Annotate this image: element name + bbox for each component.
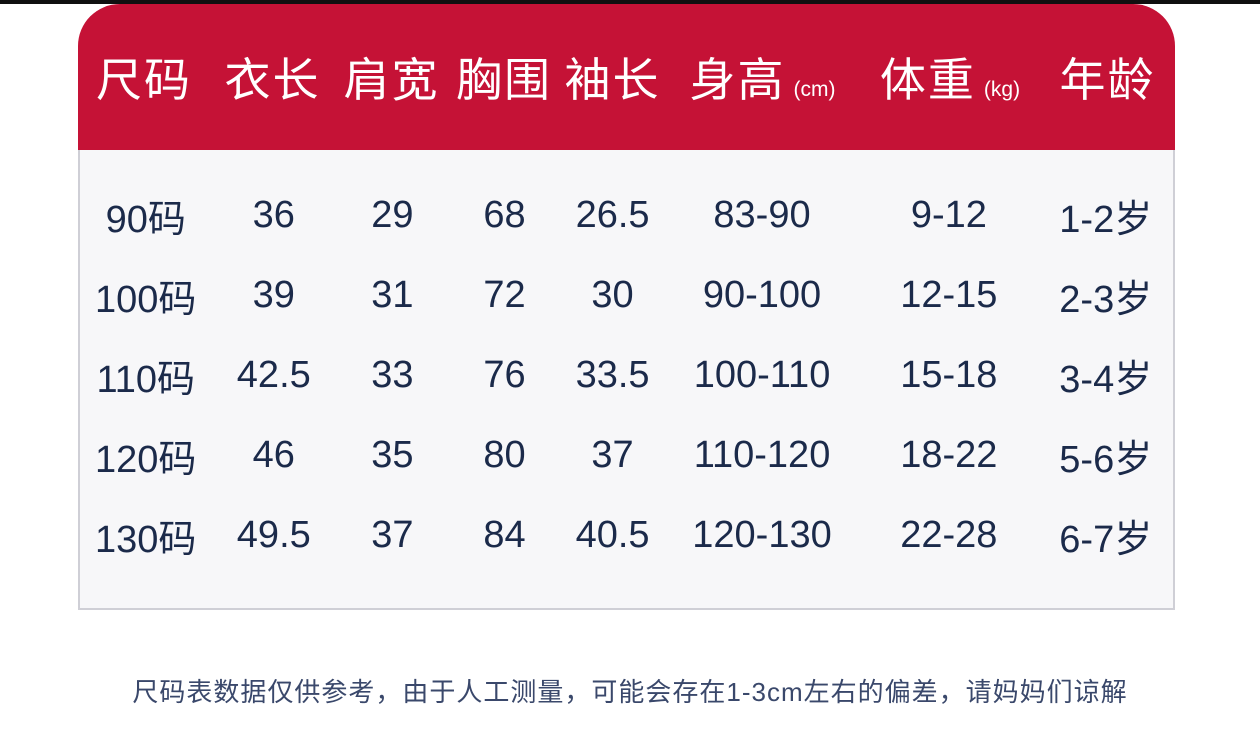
column-header-garment-length: 衣长 bbox=[210, 44, 335, 110]
cell-chest: 76 bbox=[483, 353, 526, 396]
column-header-age: 年龄 bbox=[1040, 44, 1175, 110]
cell-sleeve-length: 33.5 bbox=[575, 353, 650, 396]
table-row: 130码 49.5 37 84 40.5 120-130 22-28 6-7岁 bbox=[80, 495, 1173, 575]
cell-shoulder-width: 31 bbox=[371, 273, 414, 316]
unit-label: (kg) bbox=[983, 78, 1021, 101]
cell-height: 83-90 bbox=[713, 193, 811, 236]
cell-height: 100-110 bbox=[693, 353, 831, 396]
top-divider bbox=[0, 0, 1260, 4]
cell-height: 90-100 bbox=[702, 273, 822, 316]
cell-age: 1-2岁 bbox=[1059, 198, 1153, 241]
table-row: 110码 42.5 33 76 33.5 100-110 15-18 3-4岁 bbox=[80, 335, 1173, 415]
column-header-label: 身高 bbox=[689, 54, 786, 106]
cell-garment-length: 42.5 bbox=[236, 353, 311, 396]
column-header-weight: 体重 (kg) bbox=[860, 44, 1040, 110]
cell-chest: 72 bbox=[483, 273, 526, 316]
cell-sleeve-length: 30 bbox=[591, 273, 634, 316]
column-header-shoulder-width: 肩宽 bbox=[335, 44, 448, 110]
cell-size: 110码 bbox=[96, 358, 196, 401]
cell-garment-length: 36 bbox=[252, 193, 295, 236]
cell-size: 130码 bbox=[95, 518, 197, 561]
cell-garment-length: 46 bbox=[252, 433, 295, 476]
cell-shoulder-width: 35 bbox=[371, 433, 414, 476]
disclaimer-note: 尺码表数据仅供参考，由于人工测量，可能会存在1-3cm左右的偏差，请妈妈们谅解 bbox=[132, 677, 1128, 707]
cell-age: 6-7岁 bbox=[1059, 518, 1153, 561]
table-row: 90码 36 29 68 26.5 83-90 9-12 1-2岁 bbox=[80, 175, 1173, 255]
cell-height: 110-120 bbox=[693, 433, 831, 476]
column-header-height: 身高 (cm) bbox=[665, 44, 860, 110]
cell-size: 90码 bbox=[105, 198, 186, 241]
table-row: 120码 46 35 80 37 110-120 18-22 5-6岁 bbox=[80, 415, 1173, 495]
cell-age: 5-6岁 bbox=[1059, 438, 1153, 481]
cell-weight: 12-15 bbox=[900, 273, 998, 316]
cell-height: 120-130 bbox=[692, 513, 832, 556]
cell-shoulder-width: 33 bbox=[371, 353, 414, 396]
cell-sleeve-length: 37 bbox=[591, 433, 634, 476]
column-header-label: 尺码 bbox=[95, 54, 192, 106]
table-row: 100码 39 31 72 30 90-100 12-15 2-3岁 bbox=[80, 255, 1173, 335]
cell-weight: 9-12 bbox=[910, 193, 987, 236]
cell-size: 120码 bbox=[95, 438, 197, 481]
column-header-label: 年龄 bbox=[1059, 54, 1156, 106]
cell-sleeve-length: 26.5 bbox=[575, 193, 650, 236]
column-header-chest: 胸围 bbox=[448, 44, 560, 110]
cell-chest: 84 bbox=[483, 513, 526, 556]
cell-shoulder-width: 29 bbox=[371, 193, 414, 236]
cell-garment-length: 49.5 bbox=[236, 513, 311, 556]
column-header-label: 肩宽 bbox=[343, 54, 440, 106]
column-header-sleeve-length: 袖长 bbox=[560, 44, 665, 110]
cell-age: 3-4岁 bbox=[1059, 358, 1153, 401]
cell-weight: 15-18 bbox=[900, 353, 998, 396]
size-chart-header-row: 尺码 衣长 肩宽 胸围 袖长 身高 (cm) 体重 (kg) 年龄 bbox=[78, 4, 1175, 150]
column-header-label: 袖长 bbox=[564, 54, 661, 106]
unit-label: (cm) bbox=[793, 78, 836, 101]
cell-shoulder-width: 37 bbox=[371, 513, 414, 556]
size-chart-body: 90码 36 29 68 26.5 83-90 9-12 1-2岁 100码 3… bbox=[78, 150, 1175, 610]
cell-size: 100码 bbox=[95, 278, 197, 321]
cell-weight: 22-28 bbox=[900, 513, 998, 556]
cell-weight: 18-22 bbox=[900, 433, 998, 476]
cell-sleeve-length: 40.5 bbox=[575, 513, 650, 556]
column-header-size: 尺码 bbox=[78, 44, 210, 110]
cell-chest: 80 bbox=[483, 433, 526, 476]
cell-garment-length: 39 bbox=[252, 273, 295, 316]
cell-age: 2-3岁 bbox=[1059, 278, 1153, 321]
cell-chest: 68 bbox=[483, 193, 526, 236]
size-chart-card: 尺码 衣长 肩宽 胸围 袖长 身高 (cm) 体重 (kg) 年龄 bbox=[78, 4, 1175, 610]
column-header-label: 体重 bbox=[879, 54, 976, 106]
column-header-label: 胸围 bbox=[456, 54, 552, 106]
column-header-label: 衣长 bbox=[224, 54, 321, 106]
